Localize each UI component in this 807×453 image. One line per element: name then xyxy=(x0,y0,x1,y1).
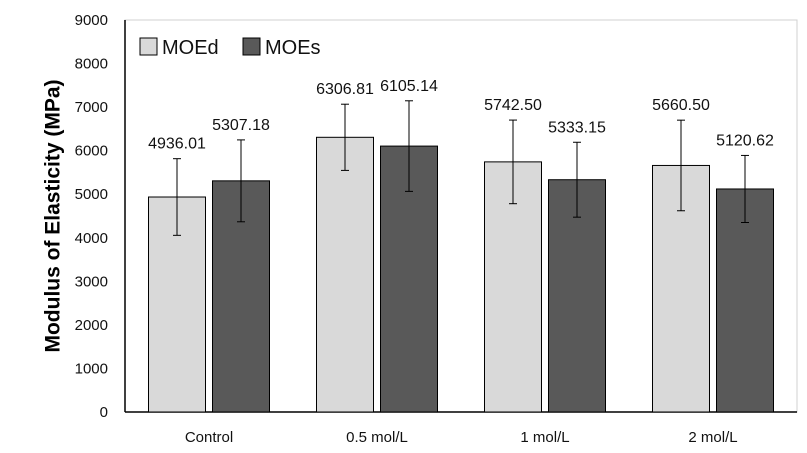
y-tick-label: 4000 xyxy=(75,230,108,247)
bars xyxy=(148,136,774,413)
data-label: 5120.62 xyxy=(716,132,774,149)
legend-label-moes: MOEs xyxy=(265,37,321,59)
y-axis-title: Modulus of Elasticity (MPa) xyxy=(42,79,65,352)
error-bars xyxy=(173,100,749,236)
y-tick-label: 5000 xyxy=(75,186,108,203)
category-labels: Control 0.5 mol/L 1 mol/L 2 mol/L xyxy=(185,429,738,446)
data-labels: 4936.01 5307.18 6306.81 6105.14 5742.50 5333.… xyxy=(148,78,774,153)
legend-swatch-moes xyxy=(242,37,261,56)
y-tick-label: 7000 xyxy=(75,99,108,116)
y-tick-label: 6000 xyxy=(75,143,108,160)
bar-moed xyxy=(316,136,374,413)
data-label: 6105.14 xyxy=(380,78,438,95)
category-label: Control xyxy=(185,429,233,446)
bar-moes xyxy=(716,188,774,413)
y-tick-label: 8000 xyxy=(75,56,108,73)
category-label: 2 mol/L xyxy=(688,429,737,446)
y-tick-label: 3000 xyxy=(75,273,108,290)
data-label: 5660.50 xyxy=(652,97,710,114)
y-tick-label: 1000 xyxy=(75,360,108,377)
category-label: 0.5 mol/L xyxy=(346,429,408,446)
y-tick-labels: 0 1000 2000 3000 4000 5000 6000 7000 8000 9000 xyxy=(75,12,108,421)
y-tick-label: 9000 xyxy=(75,12,108,29)
data-label: 5333.15 xyxy=(548,119,606,136)
data-label: 4936.01 xyxy=(148,136,206,153)
legend-label-moed: MOEd xyxy=(162,37,219,59)
category-label: 1 mol/L xyxy=(520,429,569,446)
data-label: 6306.81 xyxy=(316,81,374,98)
data-label: 5742.50 xyxy=(484,97,542,114)
bar-moes xyxy=(548,179,606,413)
legend: MOEd MOEs xyxy=(139,37,321,59)
legend-swatch-moed xyxy=(139,37,158,56)
data-label: 5307.18 xyxy=(212,117,270,134)
y-tick-label: 0 xyxy=(100,404,108,421)
y-tick-label: 2000 xyxy=(75,317,108,334)
